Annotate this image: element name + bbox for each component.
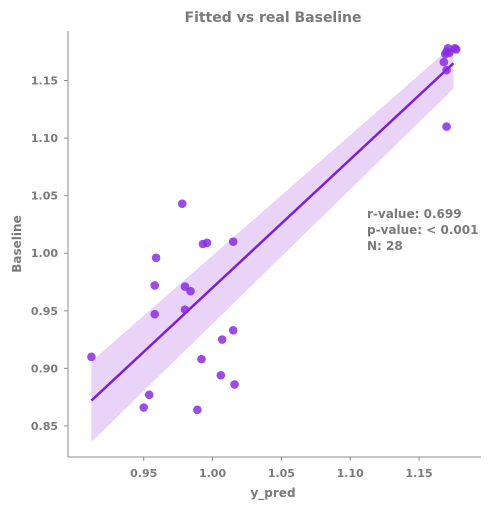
chart-title: Fitted vs real Baseline xyxy=(185,10,362,26)
regression-line xyxy=(90,62,455,402)
data-point xyxy=(150,281,160,290)
stats-annotation: r-value: 0.699 p-value: < 0.001 N: 28 xyxy=(367,207,478,253)
y-tick-label: 1.00 xyxy=(31,247,58,260)
y-tick-label: 0.95 xyxy=(31,305,58,318)
data-point xyxy=(150,309,160,319)
data-point xyxy=(228,237,238,246)
data-point xyxy=(144,390,154,400)
p-value-label: p-value: < 0.001 xyxy=(367,223,478,237)
data-point xyxy=(180,305,190,314)
data-point xyxy=(87,352,96,362)
r-value-label: r-value: 0.699 xyxy=(367,207,462,221)
data-point xyxy=(193,405,202,415)
confidence-band-layer xyxy=(91,44,454,443)
regression-line-layer xyxy=(90,62,455,402)
data-point xyxy=(186,286,195,296)
points-layer xyxy=(87,43,461,415)
x-tick-label: 0.95 xyxy=(130,467,157,480)
data-point xyxy=(451,45,461,54)
data-point xyxy=(151,253,161,263)
y-tick-label: 1.05 xyxy=(31,190,58,203)
data-point xyxy=(439,57,449,67)
x-axis-label: y_pred xyxy=(250,486,295,501)
y-tick-label: 1.15 xyxy=(31,75,58,88)
n-label: N: 28 xyxy=(367,239,403,253)
x-tick-label: 1.00 xyxy=(199,467,226,480)
data-point xyxy=(216,370,226,380)
y-tick-label: 0.85 xyxy=(31,420,58,433)
data-point xyxy=(230,380,239,389)
x-tick-label: 1.10 xyxy=(337,467,364,480)
confidence-band xyxy=(91,44,454,443)
y-tick-label: 0.90 xyxy=(31,362,58,375)
data-point xyxy=(442,65,451,75)
data-point xyxy=(442,122,451,131)
x-tick-label: 1.15 xyxy=(405,467,432,480)
data-point xyxy=(202,238,212,248)
data-point xyxy=(228,326,238,335)
y-ticks: 0.85 0.90 0.95 1.00 1.05 1.10 1.15 xyxy=(31,75,68,433)
data-point xyxy=(217,335,227,344)
x-ticks: 0.95 1.00 1.05 1.10 1.15 xyxy=(130,457,433,480)
data-point xyxy=(139,403,149,412)
y-axis-label: Baseline xyxy=(10,215,24,272)
y-tick-label: 1.10 xyxy=(31,132,58,145)
data-point xyxy=(177,199,187,209)
x-tick-label: 1.05 xyxy=(268,467,295,480)
data-point xyxy=(197,354,206,364)
